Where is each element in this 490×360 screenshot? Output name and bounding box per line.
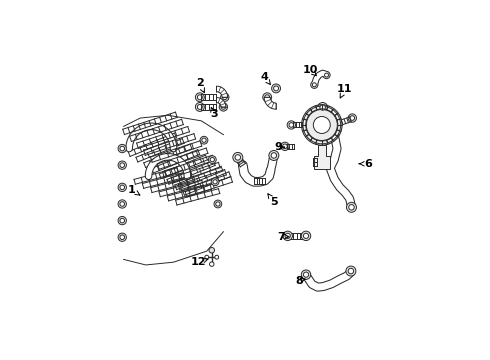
Circle shape (120, 235, 124, 239)
Circle shape (213, 180, 217, 184)
Circle shape (216, 202, 220, 206)
Circle shape (215, 255, 219, 259)
Circle shape (196, 103, 204, 111)
Circle shape (348, 268, 354, 274)
Circle shape (289, 123, 294, 127)
Text: 1: 1 (128, 185, 136, 195)
Text: 12: 12 (191, 257, 206, 267)
Circle shape (303, 272, 309, 277)
Text: 7: 7 (277, 232, 285, 242)
Circle shape (271, 84, 280, 93)
Circle shape (323, 72, 330, 79)
Circle shape (348, 114, 356, 122)
Circle shape (285, 233, 290, 238)
Circle shape (118, 233, 126, 242)
Circle shape (283, 231, 293, 240)
Circle shape (118, 144, 126, 153)
Circle shape (311, 81, 318, 89)
Circle shape (306, 109, 337, 140)
Text: 8: 8 (295, 276, 303, 286)
Circle shape (346, 202, 356, 212)
Circle shape (118, 161, 126, 169)
Circle shape (303, 106, 341, 144)
Circle shape (324, 73, 328, 77)
Circle shape (303, 233, 309, 238)
Circle shape (118, 200, 126, 208)
Circle shape (287, 121, 295, 129)
Circle shape (219, 103, 227, 111)
Circle shape (210, 262, 214, 266)
Circle shape (120, 185, 124, 190)
Text: 3: 3 (210, 109, 218, 119)
Polygon shape (314, 145, 330, 169)
Circle shape (209, 247, 215, 253)
Circle shape (214, 200, 222, 208)
Circle shape (118, 183, 126, 192)
Circle shape (220, 93, 229, 102)
Circle shape (221, 105, 226, 109)
Circle shape (346, 266, 356, 276)
Circle shape (200, 136, 208, 144)
Circle shape (281, 142, 289, 150)
Text: 10: 10 (303, 66, 318, 75)
Circle shape (269, 150, 279, 161)
Circle shape (197, 104, 202, 109)
Circle shape (301, 231, 311, 240)
Polygon shape (264, 97, 276, 109)
Circle shape (120, 163, 124, 167)
Text: 11: 11 (337, 84, 353, 94)
Text: 2: 2 (196, 78, 204, 89)
Circle shape (312, 83, 317, 87)
Circle shape (320, 105, 325, 110)
Text: 9: 9 (274, 142, 282, 152)
Circle shape (210, 157, 215, 162)
Circle shape (313, 117, 330, 134)
Circle shape (120, 218, 124, 223)
Circle shape (208, 156, 216, 163)
Text: 6: 6 (364, 159, 372, 169)
Circle shape (118, 216, 126, 225)
Circle shape (318, 103, 328, 112)
Circle shape (120, 202, 124, 206)
Circle shape (120, 146, 124, 151)
Polygon shape (217, 98, 226, 107)
Circle shape (350, 116, 355, 120)
Polygon shape (217, 86, 227, 97)
Circle shape (196, 93, 204, 102)
Circle shape (263, 93, 271, 102)
Circle shape (222, 95, 227, 100)
Circle shape (273, 86, 278, 91)
Text: 5: 5 (270, 197, 278, 207)
Circle shape (283, 144, 287, 149)
Circle shape (205, 255, 209, 259)
Text: 4: 4 (261, 72, 269, 82)
Circle shape (235, 155, 241, 160)
Circle shape (349, 204, 354, 210)
Circle shape (271, 153, 276, 158)
Circle shape (197, 95, 202, 100)
Circle shape (202, 138, 206, 142)
Circle shape (265, 95, 270, 100)
Circle shape (211, 178, 219, 186)
Circle shape (301, 270, 311, 279)
Circle shape (233, 152, 243, 162)
